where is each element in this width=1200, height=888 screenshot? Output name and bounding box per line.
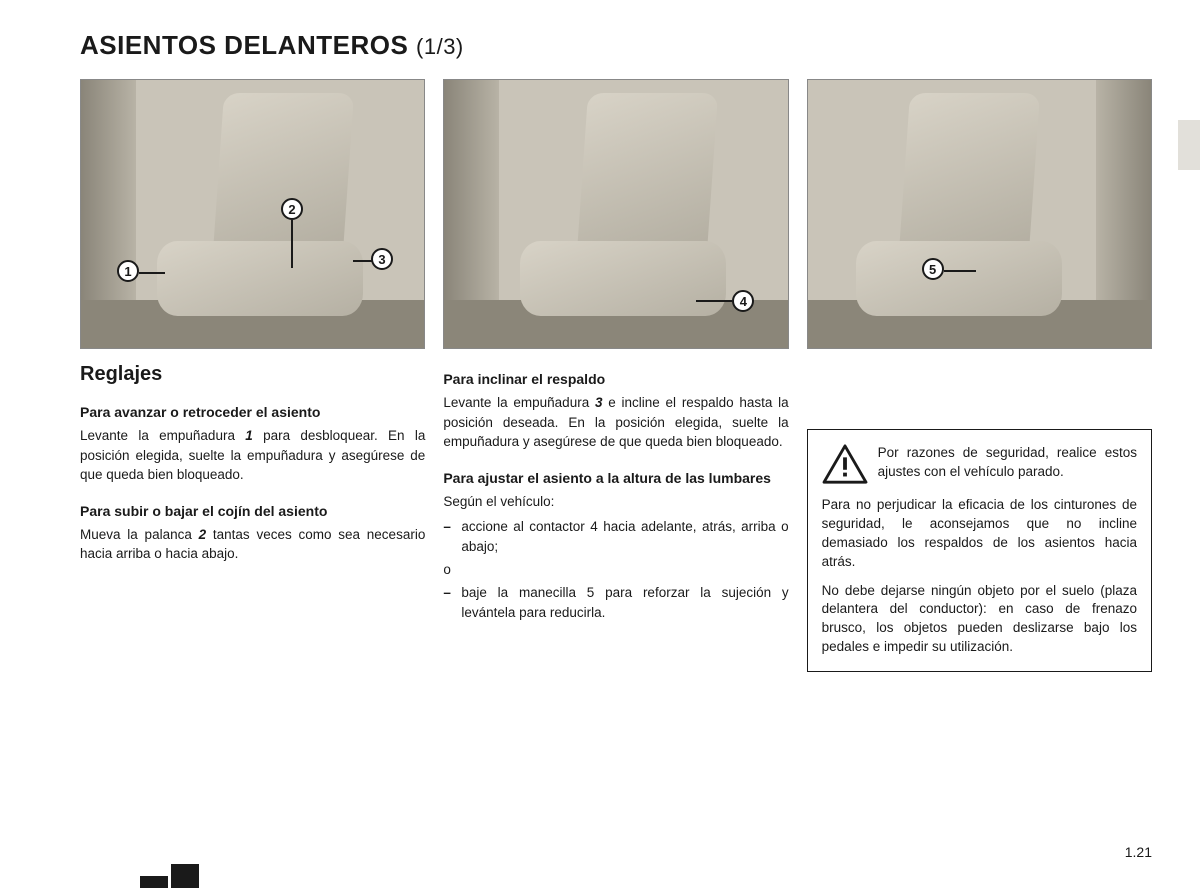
t: Levante la empuñadura	[80, 428, 245, 443]
figure-2: 40700 4	[443, 79, 788, 349]
callout-5: 5	[922, 258, 944, 280]
figure-1: 40701 1 2 3	[80, 79, 425, 349]
title-part: (1/3)	[416, 34, 464, 59]
warning-para2: Para no perjudicar la eficacia de los ci…	[822, 496, 1137, 572]
lumbar-item-2: baje la manecilla 5 para reforzar la suj…	[443, 583, 788, 622]
reglajes-heading: Reglajes	[80, 363, 425, 386]
lumbar-item-1: accione al contactor 4 hacia adelante, a…	[443, 517, 788, 556]
thumb-tab	[1178, 120, 1200, 170]
sub-raise-heading: Para subir o bajar el cojín del asiento	[80, 503, 425, 519]
sub-incline-text: Levante la empuñadura 3 e incline el res…	[443, 393, 788, 452]
leader-1	[139, 272, 165, 274]
warning-box: Por razones de seguridad, realice estos …	[807, 429, 1152, 672]
content-columns: 40701 1 2 3 Reglajes Para avanzar o retr…	[80, 79, 1152, 672]
warning-para3: No debe dejarse ningún objeto por el sue…	[822, 582, 1137, 658]
sub-advance-text: Levante la empuñadura 1 para desbloquear…	[80, 426, 425, 485]
ref-4: 4	[590, 519, 598, 534]
lumbar-list: accione al contactor 4 hacia adelante, a…	[443, 517, 788, 562]
title-main: ASIENTOS DELANTEROS	[80, 30, 408, 60]
leader-3	[353, 260, 373, 262]
leader-5	[944, 270, 976, 272]
seat-illustration-3	[808, 80, 1151, 348]
leader-4	[696, 300, 732, 302]
t: Levante la empuñadura	[443, 395, 595, 410]
lumbar-list-2: baje la manecilla 5 para reforzar la suj…	[443, 583, 788, 628]
sub-advance-heading: Para avanzar o retroceder el asiento	[80, 404, 425, 420]
sub-raise-text: Mueva la palanca 2 tantas veces como sea…	[80, 525, 425, 564]
column-1: 40701 1 2 3 Reglajes Para avanzar o retr…	[80, 79, 425, 672]
warning-icon	[822, 444, 868, 486]
t: Mueva la palanca	[80, 527, 199, 542]
warning-first-para: Por razones de seguridad, realice estos …	[822, 444, 1137, 486]
column-3: 40702 5 Por razones de seguridad, realic…	[807, 79, 1152, 672]
sub-incline-heading: Para inclinar el respaldo	[443, 371, 788, 387]
callout-2: 2	[281, 198, 303, 220]
ref-2: 2	[199, 527, 207, 542]
sub-lumbar-intro: Según el vehículo:	[443, 492, 788, 512]
t: accione al contactor	[461, 519, 590, 534]
ref-1: 1	[245, 428, 253, 443]
column-2: 40700 4 Para inclinar el respaldo Levant…	[443, 79, 788, 672]
figure-3: 40702 5	[807, 79, 1152, 349]
seat-illustration-1	[81, 80, 424, 348]
page-number: 1.21	[1125, 844, 1152, 860]
sub-lumbar-heading: Para ajustar el asiento a la altura de l…	[443, 470, 788, 486]
footer-register-marks	[140, 864, 199, 888]
page-title: ASIENTOS DELANTEROS (1/3)	[80, 30, 1152, 61]
callout-3: 3	[371, 248, 393, 270]
or-separator: o	[443, 562, 788, 577]
leader-2	[291, 220, 293, 268]
warning-line1: Por razones de seguridad, realice estos …	[878, 445, 1137, 479]
callout-1: 1	[117, 260, 139, 282]
t: baje la manecilla	[461, 585, 586, 600]
